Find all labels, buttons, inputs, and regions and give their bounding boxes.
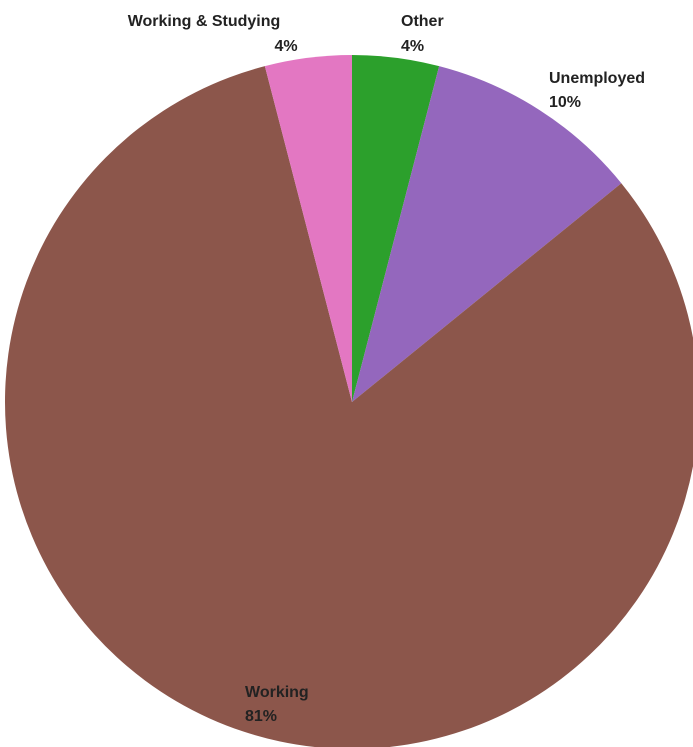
pie-slice-working — [5, 66, 693, 747]
slice-label-other: Other — [401, 13, 444, 30]
slice-label-working-studying: Working & Studying — [128, 13, 281, 30]
pie-slice-unemployed — [352, 66, 622, 403]
slice-value-other: 4% — [401, 38, 424, 55]
slice-value-working-studying: 4% — [274, 38, 297, 55]
pie-slice-other — [352, 55, 440, 402]
pie-slices — [5, 55, 693, 747]
slice-value-unemployed: 10% — [549, 94, 581, 111]
slice-value-working: 81% — [245, 708, 277, 725]
slice-label-working: Working — [245, 684, 309, 701]
pie-slice-working-studying — [264, 55, 352, 402]
slice-label-unemployed: Unemployed — [549, 70, 645, 87]
